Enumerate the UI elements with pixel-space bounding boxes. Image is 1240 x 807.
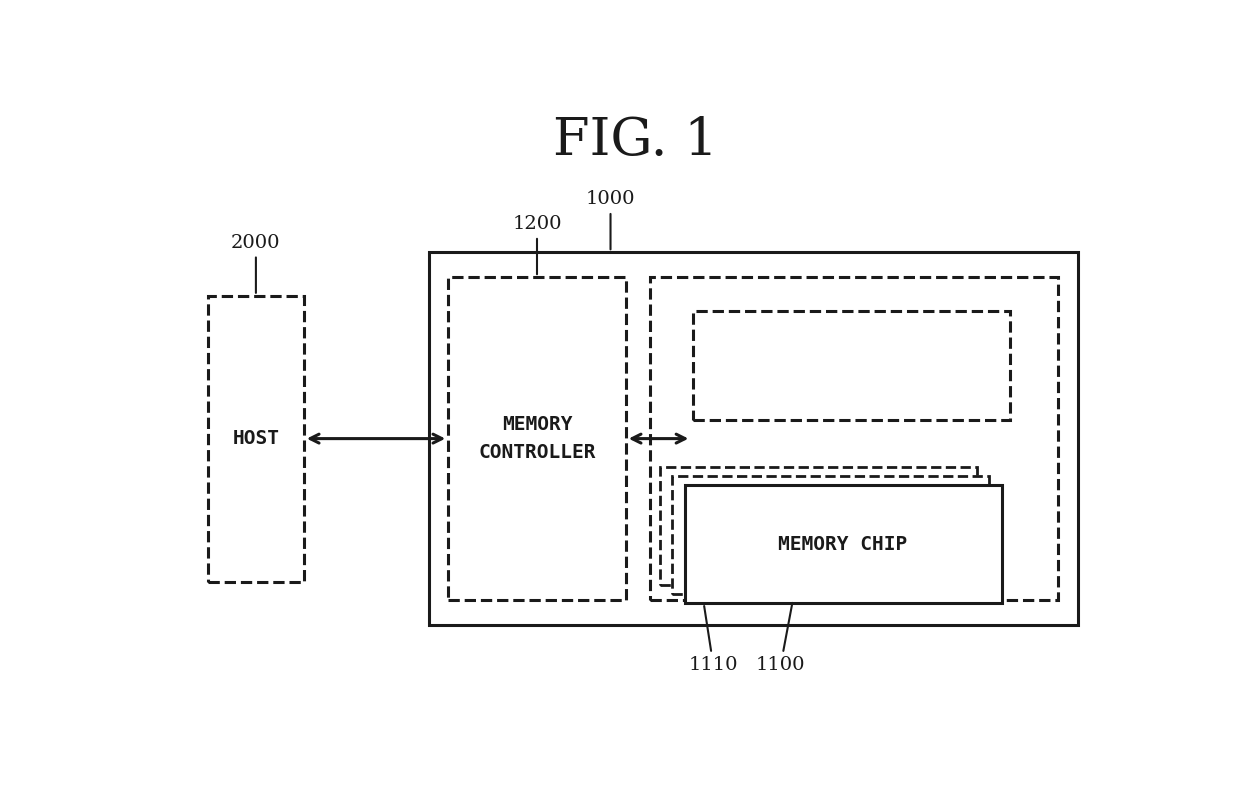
Text: MEMORY
CONTROLLER: MEMORY CONTROLLER [479, 415, 595, 462]
Bar [693, 312, 1011, 420]
Text: 1100: 1100 [756, 603, 805, 675]
Bar [650, 277, 1058, 600]
Bar [672, 476, 990, 594]
Text: HOST: HOST [232, 429, 279, 448]
Text: 2000: 2000 [231, 234, 280, 293]
Bar [208, 295, 304, 582]
Bar [429, 252, 1078, 625]
Text: 1200: 1200 [512, 215, 562, 274]
Text: MEMORY CHIP: MEMORY CHIP [779, 535, 908, 554]
Text: 1000: 1000 [585, 190, 635, 249]
Bar [660, 466, 977, 584]
Bar [448, 277, 626, 600]
Text: FIG. 1: FIG. 1 [553, 115, 718, 165]
Text: 1110: 1110 [688, 606, 738, 675]
Bar [684, 485, 1002, 604]
